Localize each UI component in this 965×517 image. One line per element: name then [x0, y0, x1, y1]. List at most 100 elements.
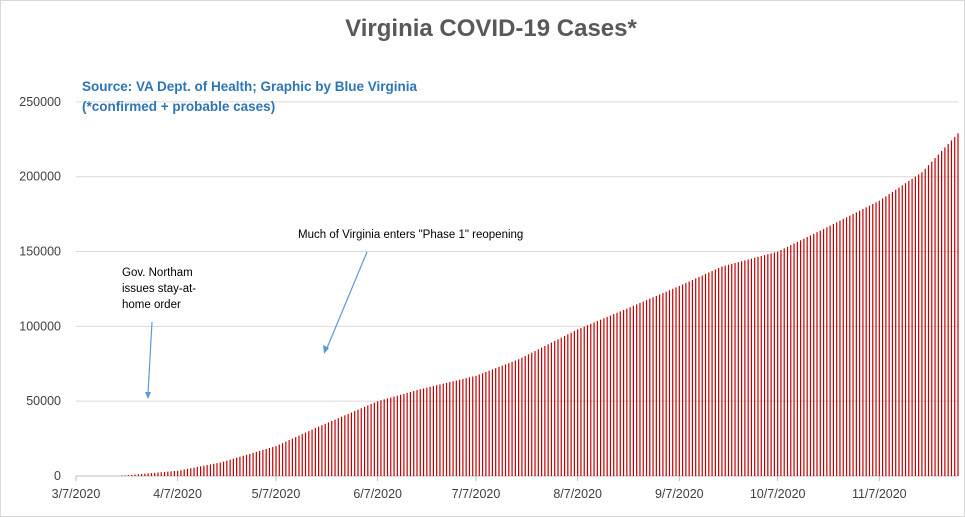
axis-ticks: 0 50000 100000 150000 200000 250000 3/7/2020 4/… — [19, 95, 906, 501]
bar — [557, 339, 559, 476]
bar — [836, 222, 838, 476]
bar — [416, 390, 418, 476]
bar — [859, 210, 861, 476]
bar — [527, 354, 530, 476]
bar — [236, 457, 238, 476]
bar — [927, 165, 930, 476]
bar — [609, 315, 612, 476]
bar — [570, 332, 572, 476]
bar — [232, 458, 234, 476]
annotation-stay-at-home-arrowhead — [145, 392, 151, 399]
y-tick-label: 0 — [54, 469, 61, 483]
bar — [213, 463, 215, 476]
bar — [773, 252, 775, 476]
bar — [639, 302, 641, 476]
bar — [780, 249, 782, 476]
bar — [226, 460, 228, 476]
bar — [262, 449, 264, 476]
bar — [685, 282, 687, 476]
bar — [806, 237, 808, 476]
bar — [691, 279, 694, 476]
bar — [888, 194, 890, 476]
bar — [459, 379, 461, 476]
bar — [590, 323, 592, 476]
bar — [167, 471, 169, 476]
bar — [488, 370, 490, 476]
bar — [868, 205, 871, 477]
bar — [163, 471, 166, 476]
x-tick-label: 4/7/2020 — [153, 487, 202, 501]
bar — [462, 378, 464, 476]
bar — [747, 259, 749, 476]
bar — [334, 419, 336, 476]
bar — [895, 189, 897, 476]
bar — [393, 396, 395, 476]
bar — [842, 218, 844, 476]
bar — [209, 464, 212, 476]
bar — [829, 225, 831, 476]
bar — [347, 413, 349, 476]
bar — [662, 293, 664, 476]
bar — [737, 262, 739, 476]
bar — [468, 377, 471, 476]
bar — [822, 228, 825, 476]
bar — [150, 473, 153, 476]
bar — [770, 253, 772, 476]
bar — [711, 271, 713, 476]
bar — [898, 187, 900, 476]
x-tick-label: 9/7/2020 — [655, 487, 704, 501]
bar — [173, 471, 175, 476]
bar — [373, 402, 375, 476]
x-tick-label: 3/7/2020 — [52, 487, 101, 501]
bar — [672, 288, 674, 476]
y-tick-label: 150000 — [19, 245, 61, 259]
bar — [147, 473, 149, 476]
bar — [259, 450, 261, 476]
bar — [203, 465, 205, 476]
bar — [865, 207, 867, 476]
bar — [245, 454, 248, 476]
bar — [170, 471, 172, 476]
bar — [544, 345, 546, 476]
bar — [613, 314, 615, 476]
bar — [301, 434, 303, 476]
bar — [875, 202, 877, 476]
bar — [704, 274, 707, 476]
bar — [783, 248, 785, 476]
annotation-phase1-arrowhead — [323, 345, 329, 354]
bar — [409, 391, 412, 476]
bar — [239, 456, 241, 476]
y-tick-label: 250000 — [19, 95, 61, 109]
bar — [849, 215, 851, 476]
bar — [337, 418, 339, 476]
bar — [281, 443, 284, 476]
bar — [177, 470, 179, 476]
bar — [813, 233, 815, 476]
bar — [383, 399, 385, 476]
bar — [144, 473, 146, 476]
bar — [455, 380, 457, 476]
bar — [944, 147, 946, 477]
bar — [324, 423, 326, 476]
bar — [809, 235, 812, 476]
bar — [600, 319, 602, 476]
bar — [354, 411, 356, 476]
annotation-phase1-arrow — [326, 251, 368, 349]
bar — [403, 393, 405, 476]
bar — [311, 429, 313, 476]
bar — [422, 388, 425, 476]
bar — [157, 472, 159, 476]
bar — [222, 461, 225, 476]
bar — [475, 375, 477, 476]
bar — [596, 321, 598, 476]
bar — [183, 469, 185, 476]
bars — [121, 133, 959, 477]
bar — [140, 473, 143, 476]
x-tick-label: 11/7/2020 — [852, 487, 907, 501]
bar — [855, 212, 857, 476]
bar — [731, 263, 733, 476]
bar — [452, 381, 454, 476]
bar — [583, 326, 585, 476]
bar — [744, 260, 746, 476]
x-tick-label: 5/7/2020 — [252, 487, 301, 501]
